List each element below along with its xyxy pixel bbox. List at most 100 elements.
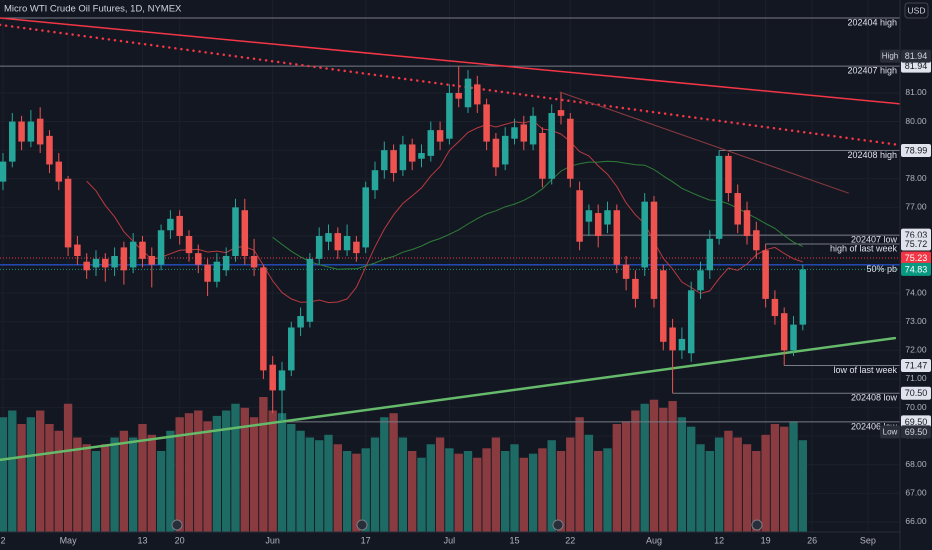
volume-bar	[408, 451, 417, 532]
x-tick-label: 17	[361, 535, 371, 545]
volume-bar	[222, 410, 231, 532]
candle-body	[222, 255, 230, 271]
candle-body	[148, 255, 156, 265]
candle-body	[381, 150, 388, 171]
volume-bar	[724, 430, 733, 532]
volume-bar	[789, 421, 798, 532]
volume-bar	[677, 417, 687, 532]
volume-bar	[752, 451, 761, 532]
volume-bar	[361, 448, 370, 532]
event-icon[interactable]	[751, 519, 763, 531]
volume	[0, 397, 807, 532]
x-tick-label: Aug	[646, 535, 662, 545]
candle-body	[334, 233, 342, 251]
volume-bar	[268, 410, 277, 532]
candle-body	[520, 124, 528, 142]
candle-body	[594, 213, 602, 236]
volume-bar	[621, 421, 631, 532]
volume-bar	[631, 410, 640, 532]
volume-bar	[0, 417, 8, 532]
y-tick-label: 67.00	[905, 488, 927, 498]
event-icon[interactable]	[171, 519, 183, 531]
y-tick-label: 81.00	[905, 87, 927, 97]
candle-body	[129, 241, 137, 268]
volume-bar	[26, 417, 36, 532]
volume-bar	[249, 417, 259, 532]
x-tick-label: 26	[807, 535, 817, 545]
currency-label[interactable]: USD	[908, 5, 926, 15]
candle-body	[734, 193, 741, 225]
candle-body	[102, 258, 109, 268]
volume-bar	[35, 410, 45, 532]
volume-bar	[287, 424, 296, 532]
candle-body	[306, 258, 314, 322]
candle-body	[557, 110, 565, 116]
event-icon[interactable]	[552, 519, 564, 531]
level-tag: 76.03	[905, 230, 928, 240]
volume-bar	[352, 453, 361, 532]
y-tick-label: 80.00	[905, 116, 927, 126]
candle-body	[725, 155, 732, 194]
volume-bar	[556, 451, 566, 532]
level-label: 50% pb	[866, 264, 897, 274]
y-tick-label: 71.00	[905, 373, 927, 383]
candle-body	[492, 138, 500, 168]
candle-body	[753, 230, 760, 251]
candle-body	[567, 118, 574, 179]
candle-body	[511, 127, 518, 139]
candle-body	[371, 170, 379, 191]
events	[171, 519, 763, 531]
volume-bar	[54, 430, 63, 532]
candle-body	[576, 190, 583, 242]
candle-body	[455, 92, 462, 99]
candle-body	[715, 155, 723, 239]
candle-body	[343, 235, 351, 251]
candle-body	[408, 144, 416, 162]
trendline	[0, 23, 900, 147]
candle-body	[632, 278, 639, 299]
volume-bar	[547, 440, 556, 532]
currency-button[interactable]	[904, 2, 929, 19]
level-tag: 81.94	[905, 61, 928, 71]
candle-body	[669, 327, 676, 351]
candle-body	[362, 187, 369, 248]
volume-bar	[575, 417, 584, 532]
level-tag: 70.50	[905, 388, 928, 398]
level-label: 202404 high	[847, 17, 897, 27]
x-tick-label: Sep	[860, 535, 876, 545]
candle-body	[464, 78, 472, 108]
volume-bar	[17, 424, 26, 532]
candle-body	[771, 298, 779, 317]
x-tick-label: Jul	[444, 535, 456, 545]
volume-bar	[101, 444, 110, 532]
volume-bar	[203, 421, 212, 532]
volume-bar	[473, 457, 482, 532]
volume-bar	[175, 417, 184, 532]
level-tag-box	[901, 143, 931, 157]
candle-body	[446, 92, 453, 139]
volume-bar	[333, 444, 342, 532]
volume-bar	[501, 451, 510, 532]
candle-body	[18, 121, 25, 142]
volume-bar	[194, 410, 203, 532]
level-tag: 71.47	[905, 360, 928, 370]
price-tag: 75.23	[905, 253, 928, 263]
volume-bar	[538, 448, 547, 532]
x-tick-label: 15	[509, 535, 519, 545]
price-tag-box	[901, 262, 931, 276]
volume-bar	[687, 426, 696, 532]
trendline	[559, 91, 849, 194]
volume-bar	[426, 444, 435, 532]
candle-body	[260, 267, 267, 371]
volume-bar	[463, 451, 473, 532]
volume-bar	[110, 437, 119, 532]
y-tick-label: 78.00	[905, 173, 927, 183]
x-tick-label: 12	[714, 535, 724, 545]
range-marker-label: Low	[883, 427, 898, 436]
event-icon[interactable]	[356, 519, 368, 531]
volume-bar	[389, 413, 398, 532]
volume-bar	[380, 417, 389, 532]
volume-bar	[649, 399, 659, 532]
